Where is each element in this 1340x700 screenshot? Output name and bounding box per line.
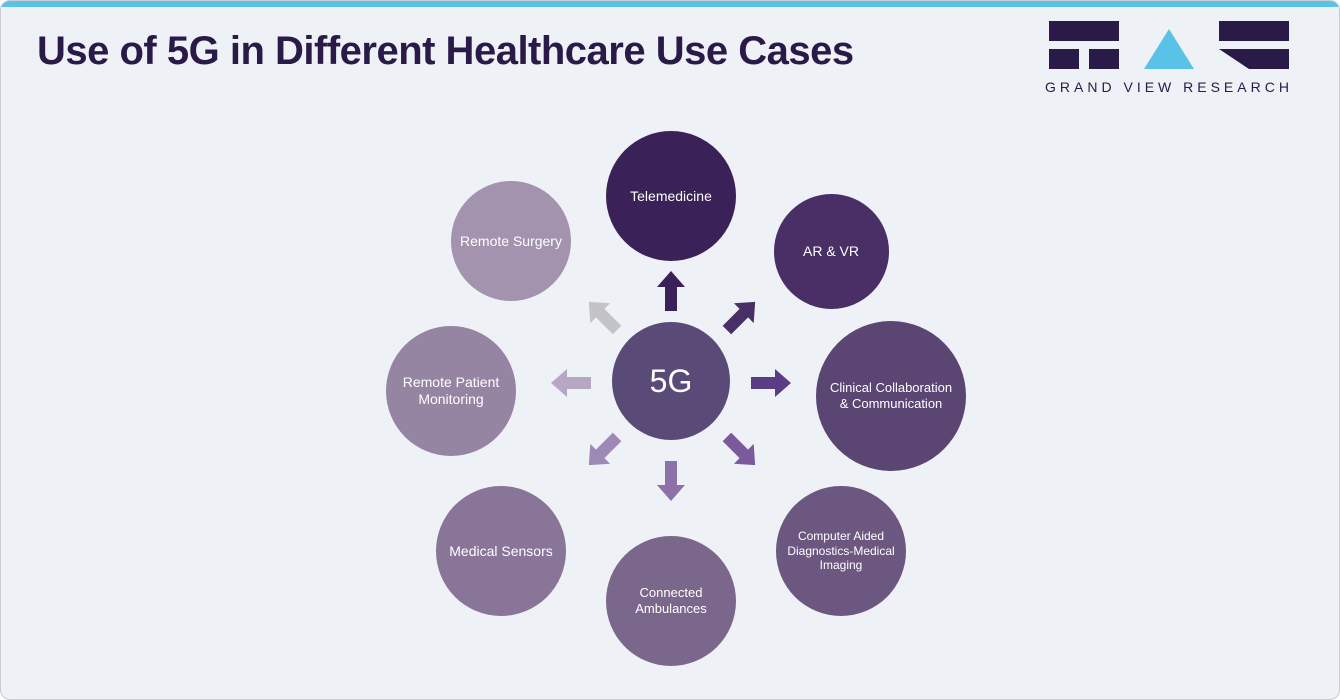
top-accent-bar	[1, 1, 1339, 7]
gvr-logo-icon	[1049, 21, 1289, 69]
node-telemedicine: Telemedicine	[606, 131, 736, 261]
node-ar_vr: AR & VR	[774, 194, 889, 309]
radial-diagram: 5G Telemedicine AR & VR Clinical Collaborat…	[1, 101, 1340, 700]
center-node-5g: 5G	[612, 322, 730, 440]
arrow-left	[551, 363, 591, 403]
node-sensors: Medical Sensors	[436, 486, 566, 616]
arrow-right	[751, 363, 791, 403]
arrow-down	[651, 461, 691, 501]
arrow-upright	[713, 288, 770, 345]
node-cad: Computer Aided Diagnostics-Medical Imagi…	[776, 486, 906, 616]
arrow-downright	[713, 423, 770, 480]
brand-text: GRAND VIEW RESEARCH	[1029, 79, 1309, 95]
page-title: Use of 5G in Different Healthcare Use Ca…	[37, 29, 854, 74]
infographic-page: Use of 5G in Different Healthcare Use Ca…	[0, 0, 1340, 700]
arrow-up	[651, 271, 691, 311]
arrow-downleft	[575, 423, 632, 480]
node-clinical: Clinical Collaboration & Communication	[816, 321, 966, 471]
node-rpm: Remote Patient Monitoring	[386, 326, 516, 456]
arrow-upleft	[575, 288, 632, 345]
node-surgery: Remote Surgery	[451, 181, 571, 301]
node-ambulances: Connected Ambulances	[606, 536, 736, 666]
brand-logo: GRAND VIEW RESEARCH	[1029, 21, 1309, 95]
